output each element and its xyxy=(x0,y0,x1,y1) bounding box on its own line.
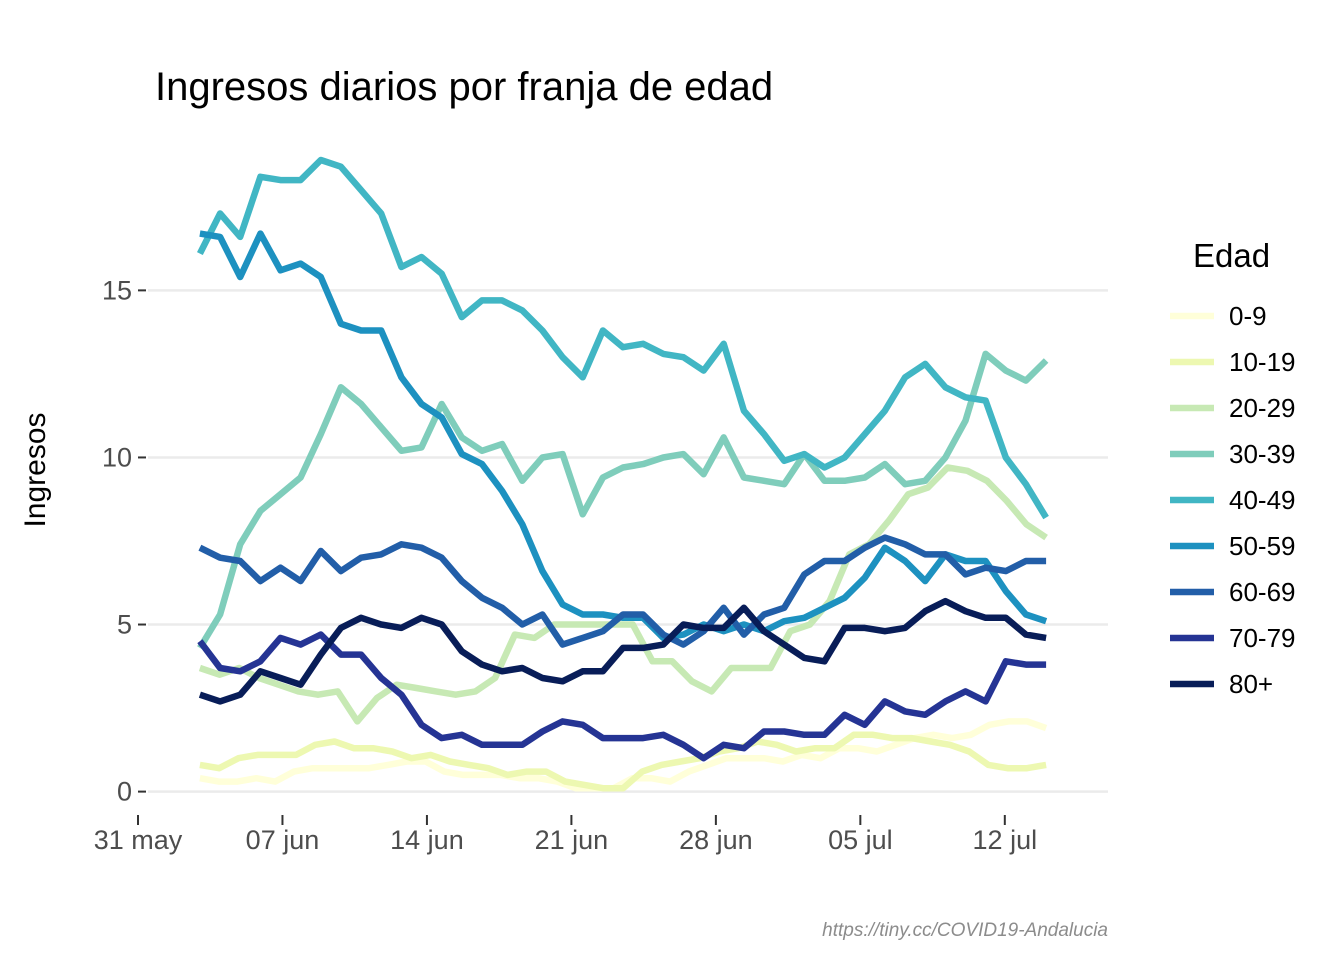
y-tick-label-1: 5 xyxy=(117,610,132,640)
series-line-10-19 xyxy=(199,731,1047,792)
x-tick-label-2: 14 jun xyxy=(390,825,464,855)
legend-label-40-49: 40-49 xyxy=(1229,485,1296,515)
legend-label-0-9: 0-9 xyxy=(1229,301,1267,331)
x-tick-label-5: 05 jul xyxy=(828,825,893,855)
chart-title: Ingresos diarios por franja de edad xyxy=(155,65,773,109)
legend-label-50-59: 50-59 xyxy=(1229,531,1296,561)
x-tick-label-4: 28 jun xyxy=(679,825,753,855)
legend-label-60-69: 60-69 xyxy=(1229,577,1296,607)
y-axis: 0 5 10 15 xyxy=(102,275,146,807)
grid-lines xyxy=(148,289,1108,793)
series-line-30-39 xyxy=(197,350,1049,650)
y-tick-label-2: 10 xyxy=(102,442,132,472)
x-tick-label-0: 31 may xyxy=(94,825,183,855)
x-tick-label-3: 21 jun xyxy=(535,825,609,855)
series-line-0-9 xyxy=(199,718,1048,792)
x-tick-label-1: 07 jun xyxy=(246,825,320,855)
legend-label-30-39: 30-39 xyxy=(1229,439,1296,469)
x-tick-label-6: 12 jul xyxy=(973,825,1038,855)
x-axis: 31 may 07 jun 14 jun 21 jun 28 jun 05 jul 12 j… xyxy=(94,815,1037,855)
legend-title: Edad xyxy=(1193,237,1270,274)
legend-label-20-29: 20-29 xyxy=(1229,393,1296,423)
source-caption: https://tiny.cc/COVID19-Andalucia xyxy=(822,920,1108,941)
series-line-40-49 xyxy=(196,156,1049,520)
series-line-50-59 xyxy=(199,230,1048,642)
y-axis-title: Ingresos xyxy=(19,412,52,527)
legend-label-80+: 80+ xyxy=(1229,669,1273,699)
plot-area xyxy=(196,156,1049,792)
series-line-70-79 xyxy=(197,631,1047,762)
series-line-20-29 xyxy=(198,464,1048,725)
y-tick-label-3: 15 xyxy=(102,275,132,305)
y-tick-label-0: 0 xyxy=(117,777,132,807)
series-line-60-69 xyxy=(198,534,1047,648)
legend: Edad 0-9 10-19 20-29 30-39 40-49 50-59 60-69 70… xyxy=(1170,237,1296,699)
legend-label-10-19: 10-19 xyxy=(1229,347,1296,377)
series-line-80+ xyxy=(198,597,1047,705)
legend-label-70-79: 70-79 xyxy=(1229,623,1296,653)
